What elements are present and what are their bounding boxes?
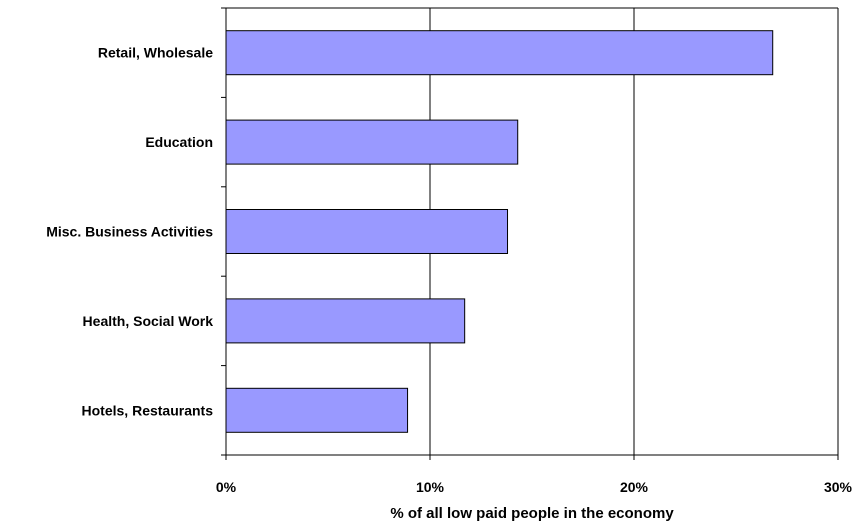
category-label: Retail, Wholesale — [98, 45, 213, 61]
bar — [225, 387, 409, 433]
bar — [225, 119, 519, 165]
bars — [225, 30, 774, 433]
x-tick-labels: 0% 10% 20% 30% — [216, 479, 853, 495]
category-label: Misc. Business Activities — [46, 224, 213, 240]
x-tick-label: 20% — [620, 479, 649, 495]
x-tick-label: 0% — [216, 479, 237, 495]
x-tick-label: 30% — [824, 479, 853, 495]
x-axis-title: % of all low paid people in the economy — [390, 505, 674, 522]
bar — [225, 209, 509, 254]
category-labels: Retail, Wholesale Education Misc. Business… — [46, 45, 213, 419]
axes — [225, 7, 839, 456]
category-label: Hotels, Restaurants — [82, 402, 214, 418]
bar — [225, 298, 466, 344]
category-label: Health, Social Work — [83, 313, 214, 329]
bar — [225, 30, 774, 76]
category-label: Education — [145, 134, 213, 150]
ticks — [221, 7, 839, 460]
x-tick-label: 10% — [416, 479, 445, 495]
